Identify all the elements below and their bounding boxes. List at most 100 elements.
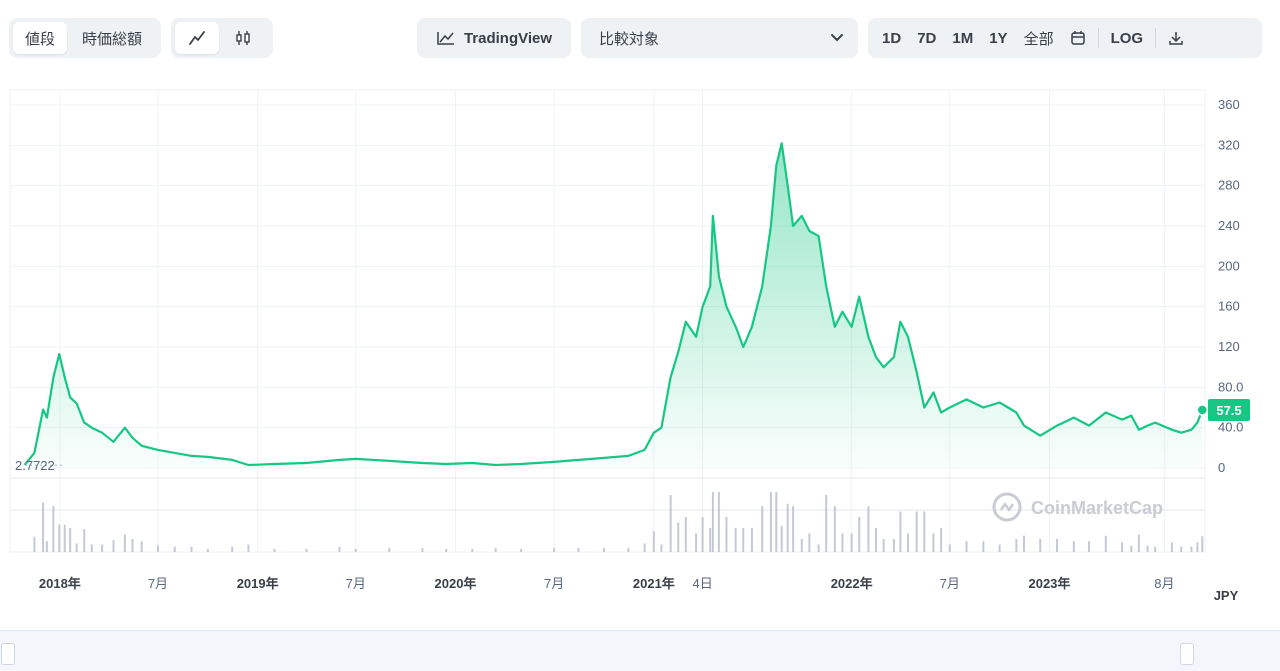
watermark: CoinMarketCap xyxy=(992,492,1163,522)
timeframe-1y[interactable]: 1Y xyxy=(989,29,1008,47)
volume-bar xyxy=(1056,539,1059,552)
volume-bar xyxy=(808,533,811,552)
current-price-value: 57.5 xyxy=(1216,403,1241,418)
volume-bar xyxy=(173,546,176,552)
x-tick-label: 7月 xyxy=(544,576,564,591)
volume-bar xyxy=(932,533,935,552)
volume-bar xyxy=(669,495,672,552)
x-tick-label: 2018年 xyxy=(39,576,81,591)
y-tick-label: 200 xyxy=(1218,258,1240,273)
navigator-handle-left[interactable] xyxy=(1,643,15,665)
volume-bar xyxy=(1180,546,1183,552)
x-tick-label: 2023年 xyxy=(1028,576,1070,591)
volume-bar xyxy=(775,492,778,552)
price-area-fill xyxy=(24,143,1203,469)
volume-bar xyxy=(1146,545,1149,552)
x-tick-label: 4日 xyxy=(692,576,712,591)
download-button[interactable] xyxy=(1160,22,1192,54)
toolbar-divider xyxy=(1155,28,1157,48)
timeframe-7d[interactable]: 7D xyxy=(917,29,937,47)
x-tick-label: 7月 xyxy=(346,576,366,591)
volume-bar xyxy=(841,533,844,552)
compare-select[interactable]: 比較対象 xyxy=(581,18,858,58)
volume-bar xyxy=(338,546,341,552)
volume-bar xyxy=(247,544,250,552)
volume-bar xyxy=(123,534,126,552)
volume-bar xyxy=(1190,546,1193,552)
volume-bar xyxy=(1072,541,1075,552)
volume-bar xyxy=(602,547,605,552)
volume-bar xyxy=(42,502,45,552)
current-price-badge xyxy=(1208,399,1250,422)
line-chart-button[interactable] xyxy=(175,22,219,54)
y-tick-label: 240 xyxy=(1218,218,1240,233)
log-scale-toggle[interactable]: LOG xyxy=(1110,29,1144,47)
tradingview-label: TradingView xyxy=(463,29,553,47)
start-price-label: 2.7722 xyxy=(15,458,55,473)
tradingview-button[interactable]: TradingView xyxy=(417,18,571,58)
volume-bar xyxy=(734,528,737,552)
chevron-down-icon xyxy=(831,34,843,42)
y-tick-label: 320 xyxy=(1218,137,1240,152)
navigator-handle-right[interactable] xyxy=(1180,643,1194,665)
timeframe-all[interactable]: 全部 xyxy=(1023,30,1054,48)
volume-bar xyxy=(998,544,1001,552)
volume-bar xyxy=(206,548,209,552)
volume-bars xyxy=(33,492,1204,552)
volume-bar xyxy=(899,511,902,552)
x-tick-label: 2020年 xyxy=(435,576,477,591)
volume-bar xyxy=(850,533,853,552)
plot-frame xyxy=(9,89,1206,553)
x-tick-label: 8月 xyxy=(1154,576,1174,591)
tab-market-cap[interactable]: 時価総額 xyxy=(81,30,142,48)
volume-bar xyxy=(1121,542,1124,552)
tab-price[interactable]: 値段 xyxy=(13,22,67,54)
volume-bar xyxy=(792,506,795,552)
volume-bar xyxy=(1130,545,1133,552)
price-chart[interactable]: CoinMarketCap 2.7722 0 40.0 80.0 120 160 200 2… xyxy=(0,80,1280,670)
y-tick-label: 280 xyxy=(1218,178,1240,193)
timeframe-1m[interactable]: 1M xyxy=(952,29,974,47)
volume-bar xyxy=(709,528,712,552)
volume-bar xyxy=(867,506,870,552)
volume-bar xyxy=(940,528,943,552)
volume-bar xyxy=(907,533,910,552)
volume-bar xyxy=(90,544,93,552)
volume-bar xyxy=(494,547,497,552)
volume-bar xyxy=(717,492,720,552)
y-tick-label: 40.0 xyxy=(1218,420,1243,435)
volume-bar xyxy=(1039,539,1042,552)
tradingview-chart-icon xyxy=(437,32,454,45)
x-tick-label: 2021年 xyxy=(633,576,675,591)
volume-bar xyxy=(520,548,523,552)
volume-bar xyxy=(695,533,698,552)
volume-bar xyxy=(63,524,66,552)
candlestick-button[interactable] xyxy=(219,22,267,54)
volume-bar xyxy=(58,524,61,552)
volume-bar xyxy=(388,547,391,552)
volume-bar xyxy=(825,495,828,552)
x-tick-label: 7月 xyxy=(148,576,168,591)
calendar-icon xyxy=(1070,31,1085,45)
volume-bar xyxy=(1196,542,1199,552)
chart-mode-toggle xyxy=(171,18,273,58)
volume-bar xyxy=(577,547,580,552)
volume-bar xyxy=(643,543,646,552)
volume-bar xyxy=(684,517,687,552)
calendar-button[interactable] xyxy=(1062,22,1094,54)
volume-bar xyxy=(677,522,680,552)
volume-bar xyxy=(923,511,926,552)
volume-bar xyxy=(156,545,159,552)
range-navigator[interactable] xyxy=(0,630,1280,671)
timeframe-1d[interactable]: 1D xyxy=(882,29,902,47)
volume-bar xyxy=(652,531,655,552)
volume-bar xyxy=(858,517,861,552)
volume-bar xyxy=(1088,541,1091,552)
volume-bar xyxy=(471,548,474,552)
volume-bar xyxy=(190,546,193,552)
volume-bar xyxy=(786,503,789,552)
line-chart-icon xyxy=(189,31,205,45)
volume-bar xyxy=(915,511,918,552)
volume-bar xyxy=(982,541,985,552)
view-toggle: 値段 時価総額 xyxy=(9,18,161,58)
